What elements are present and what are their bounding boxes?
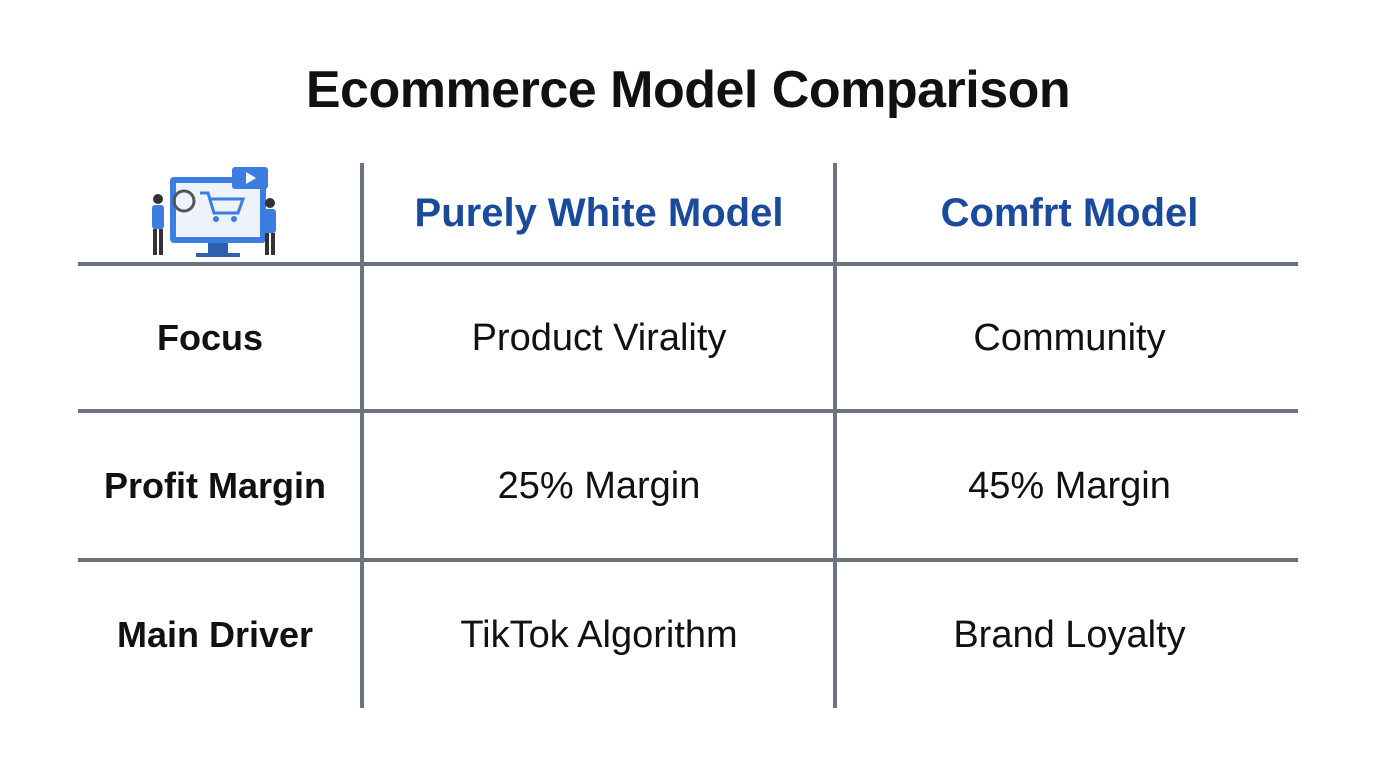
row-label: Main Driver	[116, 614, 314, 655]
column-header: Comfrt Model	[940, 190, 1199, 235]
row-label: Profit Margin	[104, 465, 326, 506]
cell: 25% Margin	[497, 464, 701, 507]
cell: 45% Margin	[968, 464, 1171, 507]
row-divider	[78, 262, 1298, 266]
cell: Brand Loyalty	[953, 613, 1186, 656]
ecommerce-icon	[152, 167, 276, 257]
column-divider	[833, 163, 837, 708]
title: Ecommerce Model Comparison	[305, 61, 1071, 119]
column-divider	[360, 163, 364, 708]
row-divider	[78, 558, 1298, 562]
row-label: Focus	[156, 317, 263, 358]
column-header: Purely White Model	[414, 190, 784, 235]
cell: Product Virality	[471, 316, 727, 359]
row-divider	[78, 409, 1298, 413]
cell: Community	[973, 316, 1166, 359]
cell: TikTok Algorithm	[460, 613, 738, 656]
